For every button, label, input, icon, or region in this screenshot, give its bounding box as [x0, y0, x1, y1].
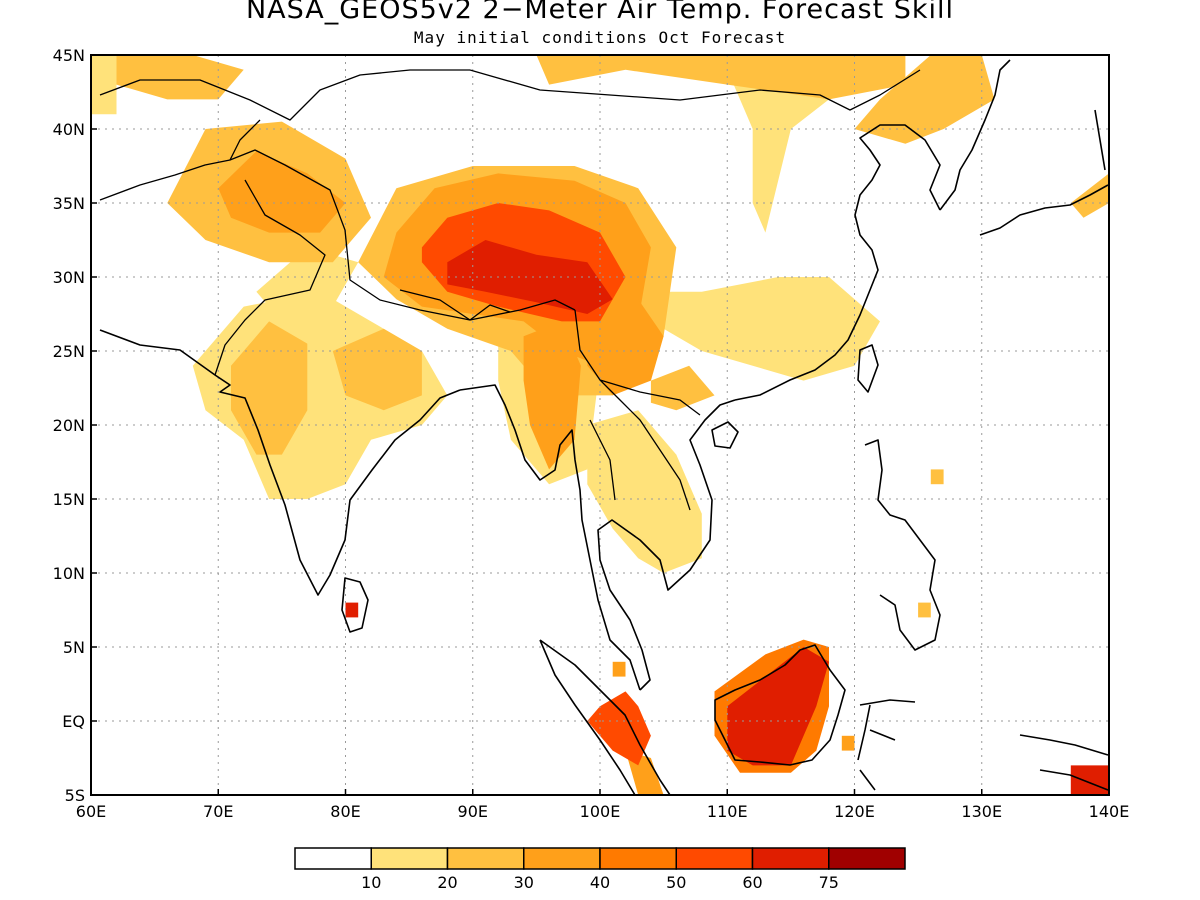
x-tick-label: 110E [707, 802, 748, 821]
skill-shading-layer [91, 55, 1109, 795]
coastline-philippines [864, 439, 941, 651]
y-tick-label: 40N [53, 120, 85, 139]
colorbar-swatch [599, 847, 677, 870]
colorbar-label: 30 [514, 873, 534, 892]
border-nepal [399, 289, 511, 321]
skill-region-mindanao [918, 602, 931, 618]
coastline-japan-north [1094, 109, 1106, 171]
coastline-sumatra [539, 639, 671, 795]
lat-lon-grid [91, 55, 1109, 795]
coastline-borneo [714, 644, 846, 766]
skill-region-kazakh-border [116, 55, 244, 100]
y-tick-label: 20N [53, 416, 85, 435]
colorbar-label: 75 [819, 873, 839, 892]
skill-region-guangxi [650, 365, 715, 411]
colorbar-swatch [370, 847, 449, 870]
skill-region-north-india-plains [256, 247, 359, 322]
coastlines-and-borders [99, 59, 1109, 795]
skill-region-sri-lanka [345, 602, 359, 618]
y-tick-label: 45N [53, 46, 85, 65]
colorbar-label: 40 [590, 873, 610, 892]
x-tick-label: 120E [834, 802, 875, 821]
skill-region-borneo [727, 647, 829, 766]
colorbar-swatch [751, 847, 830, 870]
x-tick-label: 60E [76, 802, 106, 821]
map-title: NASA_GEOS5v2 2−Meter Air Temp. Forecast … [245, 0, 955, 25]
y-tick-label: 5S [65, 786, 85, 805]
skill-region-new-guinea [1070, 765, 1109, 795]
colorbar-label: 60 [742, 873, 762, 892]
skill-region-malaysia [612, 661, 626, 677]
coastline-taiwan [857, 344, 879, 393]
coastline-new-guinea [1019, 734, 1109, 791]
skill-region-east-india [332, 328, 422, 411]
skill-region-sumatra [587, 691, 651, 766]
skill-region-tibetan-plateau-core [447, 240, 613, 314]
skill-region-indochina [587, 410, 702, 573]
y-tick-label: 30N [53, 268, 85, 287]
skill-region-himalaya-west [218, 151, 346, 233]
skill-region-northeast-china [854, 55, 995, 144]
y-tick-label: 15N [53, 490, 85, 509]
coastline-korea [939, 59, 1011, 211]
skill-region-sulawesi [841, 735, 855, 751]
x-tick-label: 130E [961, 802, 1002, 821]
coastline-myanmar [459, 384, 641, 691]
coastline-hainan [711, 421, 739, 449]
colorbar-label: 50 [666, 873, 686, 892]
colorbar-swatch [828, 847, 906, 870]
y-tick-label: 5N [63, 638, 85, 657]
border-indochina [574, 309, 701, 511]
colorbar-label: 20 [437, 873, 457, 892]
colorbar-label: 10 [361, 873, 381, 892]
x-tick-label: 100E [580, 802, 621, 821]
skill-region-south-china [612, 277, 880, 381]
coastline-south-china [734, 124, 941, 401]
colorbar-swatch [675, 847, 754, 870]
y-tick-label: 35N [53, 194, 85, 213]
coastline-gulf-thailand [597, 399, 736, 691]
border-pakistan-india [214, 179, 326, 376]
colorbar: 10 20 30 40 50 60 75 [294, 847, 906, 892]
skill-region-north-china [727, 55, 906, 233]
coastline-sulawesi [857, 699, 916, 791]
skill-region-yunnan [587, 299, 664, 396]
colorbar-swatch [446, 847, 525, 870]
skill-region-kazakh-border-west [91, 55, 117, 115]
colorbar-swatch [523, 847, 601, 870]
border-china-mongolia [469, 69, 921, 111]
skill-region-west-india [231, 321, 308, 455]
x-tick-label: 80E [330, 802, 360, 821]
y-tick-label: 10N [53, 564, 85, 583]
y-tick-label: EQ [62, 712, 85, 731]
map-subtitle: May initial conditions Oct Forecast [413, 28, 787, 47]
border-kazakhstan [99, 69, 470, 121]
border-india-china [229, 149, 576, 321]
skill-region-philippines [930, 469, 944, 485]
y-tick-label: 25N [53, 342, 85, 361]
colorbar-swatch [294, 847, 372, 870]
border-afghanistan [99, 119, 261, 201]
x-tick-label: 70E [203, 802, 233, 821]
coastline-sri-lanka [341, 577, 369, 633]
x-tick-label: 90E [458, 802, 488, 821]
coastline-japan [979, 184, 1109, 236]
x-tick-label: 140E [1089, 802, 1130, 821]
axis-labels: 60E 70E 80E 90E 100E 110E 120E 130E 140E 5S EQ 5N 10… [53, 46, 1130, 821]
skill-region-mongolia-border [536, 55, 906, 100]
skill-region-myanmar [523, 321, 581, 470]
coastline-india [99, 329, 461, 596]
